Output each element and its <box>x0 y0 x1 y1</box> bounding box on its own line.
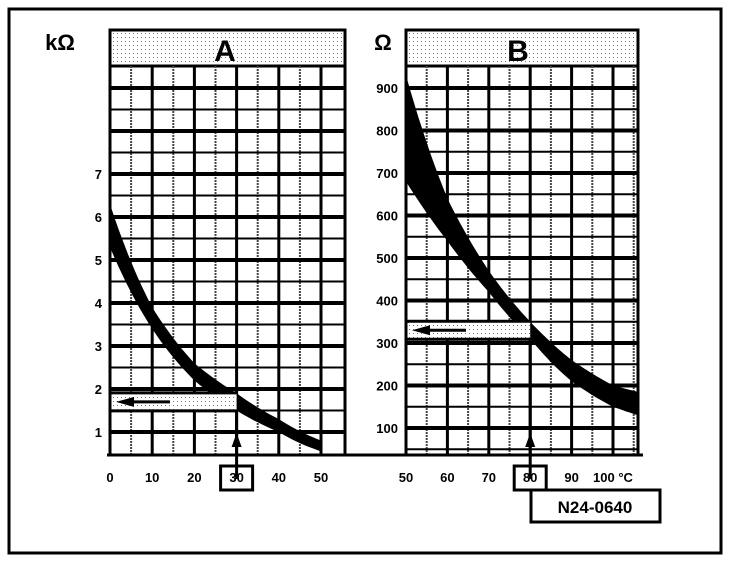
x-tick-label: 40 <box>272 470 286 485</box>
figure-code: N24-0640 <box>558 498 633 517</box>
y-tick-label: 4 <box>95 296 103 311</box>
x-tick-label: 50 <box>399 470 413 485</box>
chart-a: A 0 10 20 30 40 50 1 2 3 4 5 6 7 kΩ <box>45 28 360 492</box>
x-tick-label: 10 <box>145 470 159 485</box>
x-tick-label: 80 <box>523 470 537 485</box>
y-tick-label: 7 <box>95 167 102 182</box>
x-tick-label: 70 <box>482 470 496 485</box>
chart-title: A <box>214 35 236 68</box>
x-tick-label: 100 °C <box>593 470 634 485</box>
tolerance-band <box>406 75 638 416</box>
y-tick-label: 1 <box>95 425 102 440</box>
arrow-up-icon <box>231 433 242 447</box>
y-tick-label: 800 <box>376 124 398 139</box>
y-tick-label: 100 <box>376 421 398 436</box>
y-unit-label: Ω <box>374 30 392 55</box>
x-tick-label: 30 <box>229 470 243 485</box>
y-tick-label: 300 <box>376 336 398 351</box>
y-tick-label: 500 <box>376 251 398 266</box>
arrow-left-icon <box>116 396 134 407</box>
y-tick-label: 900 <box>376 81 398 96</box>
y-tick-label: 3 <box>95 339 102 354</box>
y-tick-label: 200 <box>376 379 398 394</box>
y-tick-label: 5 <box>95 253 102 268</box>
chart-title: B <box>507 35 529 68</box>
x-tick-label: 90 <box>564 470 578 485</box>
y-tick-label: 2 <box>95 382 102 397</box>
y-tick-label: 6 <box>95 210 102 225</box>
chart-header <box>404 28 640 68</box>
x-tick-label: 60 <box>440 470 454 485</box>
y-tick-label: 700 <box>376 166 398 181</box>
highlighted-x-box <box>219 464 255 492</box>
arrow-up-icon <box>525 433 536 447</box>
arrow-left-icon <box>412 325 430 336</box>
marker-band <box>113 393 237 410</box>
chart-b: B 50 60 70 80 90 100 °C 100 200 300 400 500 600 700 80… <box>345 28 643 492</box>
x-tick-label: 0 <box>106 470 113 485</box>
marker-band <box>409 322 531 339</box>
outer-frame <box>7 7 723 555</box>
y-tick-label: 600 <box>376 209 398 224</box>
x-tick-label: 20 <box>187 470 201 485</box>
y-unit-label: kΩ <box>45 30 75 55</box>
tolerance-band <box>110 204 321 452</box>
x-tick-label: 50 <box>314 470 328 485</box>
figure-code-box: N24-0640 <box>529 488 662 524</box>
y-tick-label: 400 <box>376 294 398 309</box>
